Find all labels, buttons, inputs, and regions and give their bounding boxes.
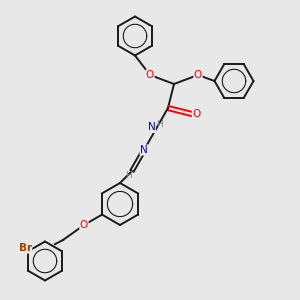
- Text: O: O: [194, 70, 202, 80]
- Text: N: N: [140, 145, 148, 155]
- Text: O: O: [80, 220, 88, 230]
- Text: H: H: [125, 171, 132, 180]
- Text: N: N: [148, 122, 155, 133]
- Text: O: O: [146, 70, 154, 80]
- Text: H: H: [156, 120, 163, 129]
- Text: O: O: [192, 109, 201, 119]
- Text: Br: Br: [19, 243, 32, 253]
